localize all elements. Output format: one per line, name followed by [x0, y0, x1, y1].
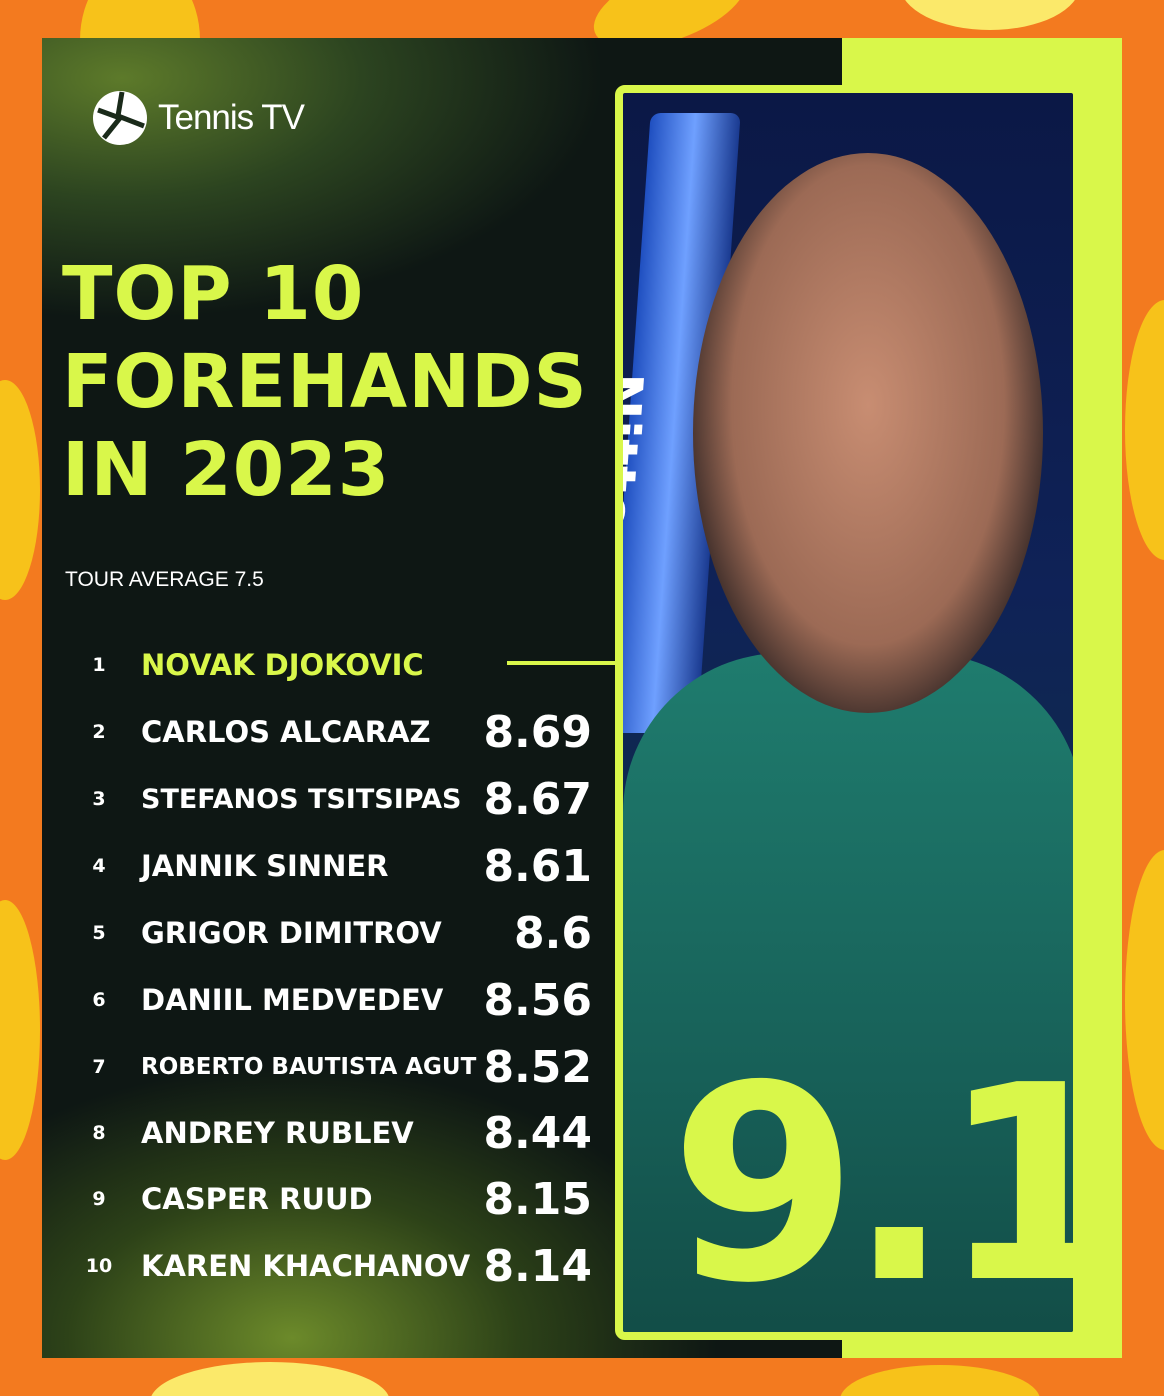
score: 8.69 — [483, 706, 592, 758]
rank: 9 — [92, 1188, 106, 1210]
tennis-ball-logo-icon — [93, 91, 147, 145]
background-blob — [1125, 850, 1164, 1150]
rank: 3 — [92, 788, 106, 810]
score: 8.52 — [483, 1041, 592, 1093]
player-name: DANIIL MEDVEDEV — [141, 983, 444, 1017]
background-blob — [1125, 300, 1164, 560]
rank: 2 — [92, 721, 106, 743]
title-line: FOREHANDS — [62, 339, 588, 425]
player-name: CARLOS ALCARAZ — [141, 715, 431, 749]
score: 8.15 — [483, 1173, 592, 1225]
rank: 8 — [92, 1122, 106, 1144]
title-line: IN 2023 — [62, 427, 391, 513]
player-name: ROBERTO BAUTISTA AGUT — [141, 1054, 477, 1080]
player-name: GRIGOR DIMITROV — [141, 916, 442, 950]
score: 8.44 — [483, 1107, 592, 1159]
ranking-row: 9 CASPER RUUD 8.15 — [0, 1166, 600, 1232]
score: 8.6 — [514, 907, 592, 959]
rank: 6 — [92, 989, 106, 1011]
ranking-row: 1 NOVAK DJOKOVIC — [0, 632, 600, 698]
leader-connector-line — [507, 661, 617, 665]
ranking-row: 4 JANNIK SINNER 8.61 — [0, 833, 600, 899]
trophy-text: Nitto — [615, 373, 655, 532]
tennis-tv-logo: Tennis TV — [90, 88, 305, 148]
ranking-row: 6 DANIIL MEDVEDEV 8.56 — [0, 967, 600, 1033]
rank: 10 — [85, 1255, 113, 1277]
player-head — [693, 153, 1043, 713]
tour-average: TOUR AVERAGE 7.5 — [65, 568, 264, 591]
background-blob — [840, 1365, 1040, 1396]
rank: 1 — [92, 654, 106, 676]
player-jacket — [623, 653, 1073, 1332]
score: 8.67 — [483, 773, 592, 825]
ranking-row: 7 ROBERTO BAUTISTA AGUT 8.52 — [0, 1034, 600, 1100]
background-blob — [150, 1362, 390, 1396]
player-photo: Nitto — [615, 85, 1081, 1340]
player-name: KAREN KHACHANOV — [141, 1249, 471, 1283]
brand-name: Tennis TV — [158, 98, 305, 137]
rank: 5 — [92, 922, 106, 944]
background-blob — [0, 380, 40, 600]
player-name: ANDREY RUBLEV — [141, 1116, 414, 1150]
background-blob — [900, 0, 1080, 30]
ranking-row: 3 STEFANOS TSITSIPAS 8.67 — [0, 766, 600, 832]
title-line: TOP 10 — [62, 251, 365, 337]
ranking-row: 10 KAREN KHACHANOV 8.14 — [0, 1233, 600, 1299]
score: 8.56 — [483, 974, 592, 1026]
ranking-row: 5 GRIGOR DIMITROV 8.6 — [0, 900, 600, 966]
rank: 4 — [92, 855, 106, 877]
score: 8.61 — [483, 840, 592, 892]
player-name: CASPER RUUD — [141, 1182, 373, 1216]
featured-score: 9.1 — [670, 1027, 1128, 1342]
page-title: TOP 10 FOREHANDS IN 2023 — [62, 250, 588, 514]
ranking-row: 2 CARLOS ALCARAZ 8.69 — [0, 699, 600, 765]
player-name: STEFANOS TSITSIPAS — [141, 783, 462, 815]
player-name: JANNIK SINNER — [141, 849, 389, 883]
rank: 7 — [92, 1056, 106, 1078]
player-name: NOVAK DJOKOVIC — [141, 648, 424, 682]
score: 8.14 — [483, 1240, 592, 1292]
ranking-row: 8 ANDREY RUBLEV 8.44 — [0, 1100, 600, 1166]
